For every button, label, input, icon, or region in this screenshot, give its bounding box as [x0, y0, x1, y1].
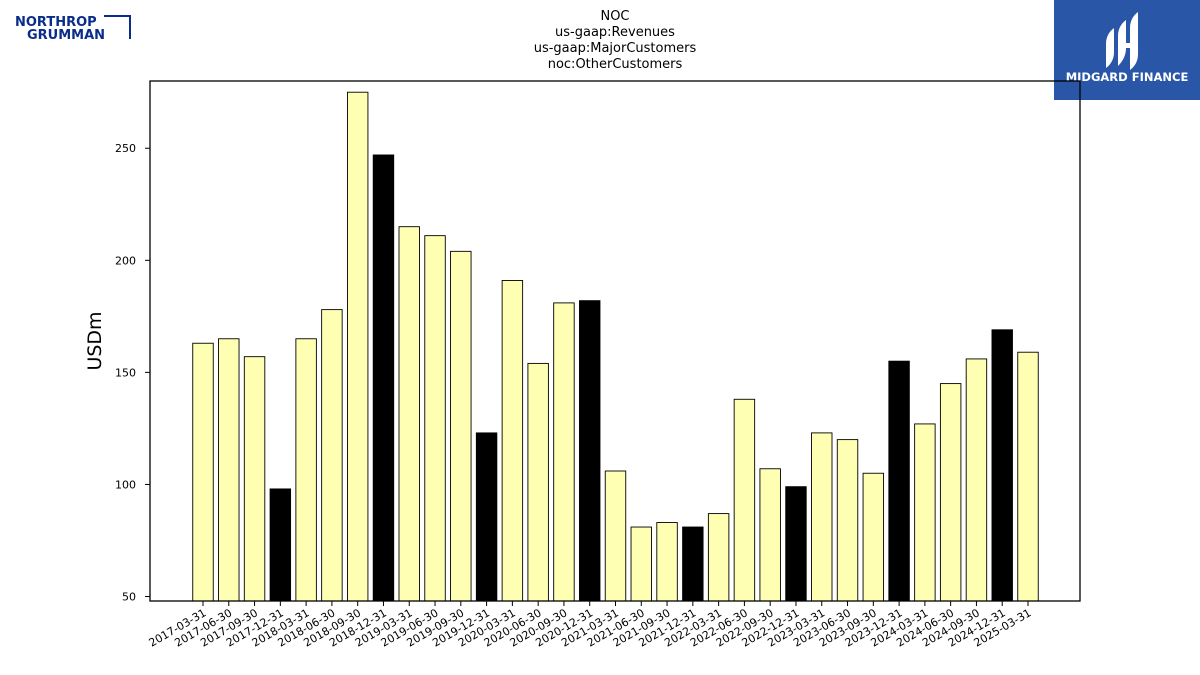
- bar: [733, 398, 756, 602]
- bar: [218, 338, 240, 602]
- bar: [243, 356, 266, 602]
- bar: [475, 432, 498, 602]
- bar: [579, 300, 601, 602]
- bar: [862, 472, 885, 602]
- chart-title-line: us-gaap:MajorCustomers: [534, 41, 697, 56]
- chart-title-line: us-gaap:Revenues: [555, 25, 675, 40]
- midgard-logo-text: MIDGARD FINANCE: [1066, 70, 1189, 84]
- bars: [192, 91, 1039, 602]
- chart-title-line: noc:OtherCustomers: [548, 57, 683, 72]
- bar: [295, 338, 317, 602]
- bar: [450, 250, 472, 602]
- bar: [836, 439, 859, 602]
- bar: [707, 513, 730, 602]
- bar: [1017, 351, 1039, 602]
- bar: [527, 362, 549, 602]
- bar: [192, 342, 214, 602]
- logo-line-2: GRUMMAN: [27, 28, 105, 43]
- bar: [346, 91, 369, 602]
- y-tick-label: 150: [115, 366, 136, 379]
- northrop-grumman-logo: NORTHROP GRUMMAN: [15, 15, 131, 43]
- chart-title: NOCus-gaap:Revenuesus-gaap:MajorCustomer…: [534, 9, 697, 72]
- bar: [888, 360, 910, 602]
- bar: [398, 226, 420, 602]
- bar: [630, 526, 652, 602]
- y-axis: 50 100 150 200 250: [115, 142, 150, 604]
- bar: [991, 329, 1013, 602]
- logo-line-1: NORTHROP: [15, 15, 97, 30]
- y-tick-label: 250: [115, 142, 136, 155]
- bar: [501, 280, 524, 602]
- bar: [811, 432, 833, 602]
- y-tick-label: 200: [115, 254, 136, 267]
- bar: [372, 154, 395, 602]
- y-tick-label: 100: [115, 478, 136, 491]
- bar: [269, 488, 292, 602]
- bar: [939, 383, 962, 602]
- bar: [785, 486, 807, 602]
- bar: [424, 235, 446, 602]
- bar: [553, 302, 575, 602]
- bar: [759, 468, 781, 602]
- bar: [965, 358, 988, 602]
- midgard-finance-logo: MIDGARD FINANCE: [1054, 0, 1200, 100]
- bar: [656, 522, 678, 602]
- bar: [321, 309, 343, 602]
- y-tick-label: 50: [122, 591, 136, 604]
- midgard-emblem-icon: [1106, 12, 1138, 70]
- logo-bracket-icon: [104, 15, 131, 39]
- x-axis: 2017-03-312017-06-302017-09-302017-12-31…: [147, 601, 1034, 650]
- bar: [604, 470, 627, 602]
- bar: [682, 526, 704, 602]
- bar: [914, 423, 936, 602]
- chart-title-line: NOC: [600, 9, 629, 24]
- y-axis-label: USDm: [84, 311, 106, 370]
